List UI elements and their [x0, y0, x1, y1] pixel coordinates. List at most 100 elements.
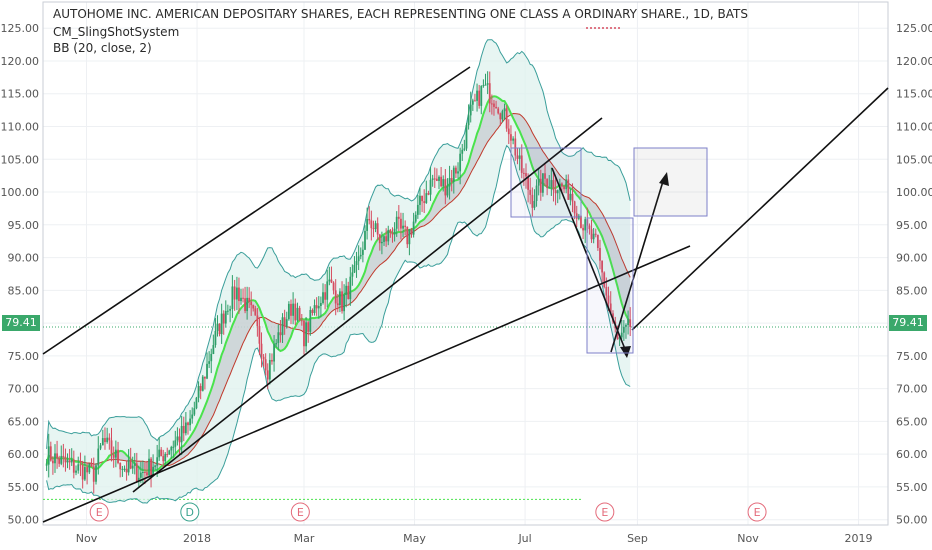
candle-body: [332, 282, 335, 291]
candle-body: [605, 286, 608, 296]
candle-body: [158, 449, 161, 458]
candle-body: [137, 477, 140, 482]
candle-body: [370, 220, 373, 229]
bollinger-upper: [46, 39, 631, 449]
candle-body: [542, 173, 544, 193]
candle-body: [383, 236, 385, 242]
candle-body: [174, 440, 177, 447]
candle-body: [256, 315, 259, 327]
candle-body: [238, 287, 240, 302]
candle-body: [300, 320, 303, 322]
candle-body: [246, 297, 249, 312]
candle-body: [404, 225, 407, 227]
candle-body: [58, 458, 61, 464]
candle-body: [240, 297, 242, 302]
candle-body: [226, 310, 229, 312]
last-price-tag-right: 79.41: [889, 315, 927, 331]
candle-body: [250, 301, 253, 306]
y-tick-label-right: 75.00: [896, 350, 928, 363]
earnings-marker: [595, 502, 615, 522]
candle-body: [152, 466, 154, 475]
candle-body: [150, 458, 152, 475]
x-tick-label: May: [403, 532, 426, 545]
candle-body: [357, 256, 360, 262]
y-tick-label-right: 110.00: [896, 121, 932, 134]
candle-body: [104, 438, 106, 443]
candle-body: [199, 385, 202, 391]
trend-drawings: [42, 27, 889, 523]
candle-body: [442, 179, 445, 187]
candle-body: [189, 418, 192, 426]
candle-body: [212, 345, 215, 354]
candle-body: [361, 249, 364, 255]
candle-body: [336, 303, 339, 306]
candle-body: [178, 436, 181, 443]
candle-body: [495, 106, 497, 109]
y-tick-label-left: 120.00: [1, 55, 40, 68]
last-price-tag-left: 79.41: [2, 315, 40, 331]
mid-trend-line: [132, 117, 603, 493]
candle-body: [347, 285, 350, 300]
candle-body: [75, 470, 77, 473]
indicator-legend-slingshot[interactable]: CM_SlingShotSystem: [53, 25, 180, 39]
candle-body: [484, 84, 487, 86]
candle-body: [395, 216, 398, 229]
candle-body: [328, 279, 331, 282]
candle-body: [315, 305, 318, 309]
candle-body: [305, 322, 307, 347]
candle-body: [391, 232, 394, 235]
candle-body: [573, 201, 576, 214]
candle-body: [459, 153, 462, 172]
candle-body: [309, 309, 312, 332]
y-tick-label-left: 75.00: [8, 350, 40, 363]
candle-body: [463, 148, 466, 150]
candle-body: [254, 308, 257, 316]
y-tick-label-left: 125.00: [1, 22, 40, 35]
candle-body: [406, 226, 409, 245]
candle-body: [378, 234, 381, 244]
candle-body: [49, 446, 52, 461]
candle-body: [622, 326, 625, 333]
candle-body: [444, 179, 447, 196]
candle-body: [461, 149, 464, 154]
candle-body: [535, 185, 538, 201]
candle-body: [131, 465, 134, 469]
candle-body: [271, 359, 273, 362]
candle-body: [490, 103, 493, 105]
price-axis-left: 50.0055.0060.0065.0070.0075.0080.0085.00…: [1, 22, 40, 526]
candle-body: [410, 229, 413, 235]
candle-body: [70, 459, 73, 463]
candle-body: [518, 155, 521, 159]
price-axis-right: 50.0055.0060.0065.0070.0075.0080.0085.00…: [896, 22, 932, 526]
candle-body: [625, 324, 627, 327]
candle-body: [499, 113, 502, 120]
candle-body: [326, 281, 329, 300]
candle-body: [119, 462, 122, 470]
candle-body: [567, 179, 570, 200]
candle-body: [252, 305, 255, 309]
y-tick-label-left: 50.00: [8, 514, 40, 527]
y-tick-label-right: 70.00: [896, 383, 928, 396]
indicator-legend-bollinger[interactable]: BB (20, close, 2): [53, 41, 152, 55]
candle-body: [616, 328, 619, 340]
earnings-marker: [747, 502, 767, 522]
candle-body: [385, 236, 388, 242]
candle-body: [372, 228, 375, 230]
range-box-1: [510, 147, 582, 218]
y-tick-label-right: 125.00: [896, 22, 932, 35]
candle-body: [531, 194, 534, 208]
earnings-marker: [89, 502, 109, 522]
candle-body: [552, 180, 555, 191]
candle-body: [594, 233, 597, 235]
candle-body: [539, 178, 542, 193]
candle-body: [408, 229, 411, 245]
candle-body: [467, 115, 470, 126]
candle-body: [493, 103, 495, 107]
candle-body: [580, 215, 582, 228]
candle-body: [133, 463, 136, 466]
candle-body: [220, 313, 223, 335]
candle-body: [88, 463, 91, 473]
candle-body: [603, 272, 606, 287]
candle-body: [258, 326, 261, 344]
